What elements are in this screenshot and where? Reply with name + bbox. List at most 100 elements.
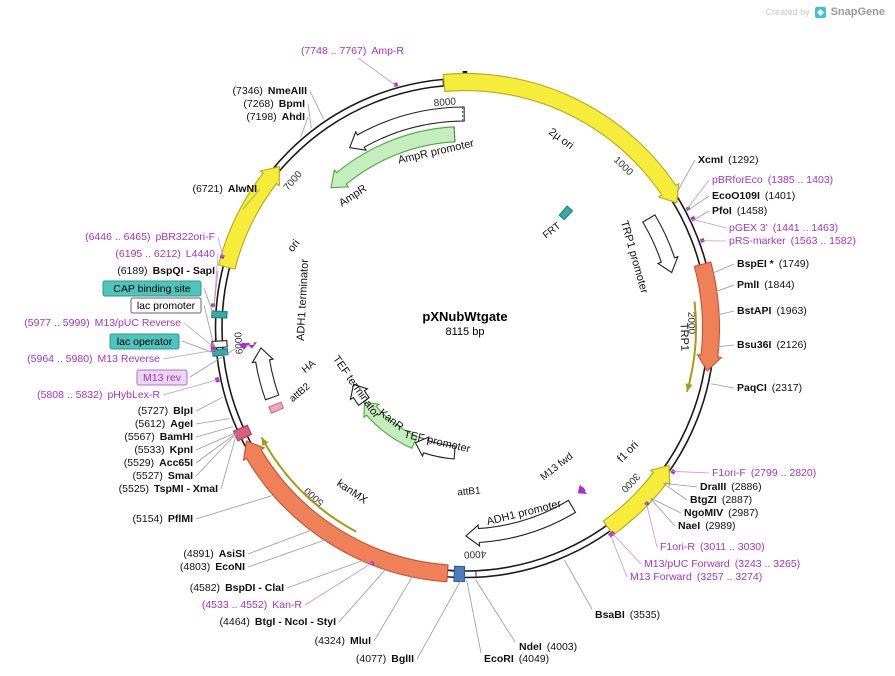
pbrforeco-primer-mark[interactable]: [685, 206, 691, 212]
primer-label-l4440[interactable]: (6195 .. 6212) L4440: [115, 248, 215, 260]
enzyme-label-bsabi[interactable]: BsaBI (3535): [595, 609, 660, 621]
map-label-adh1-terminator[interactable]: ADH1 terminator: [295, 258, 311, 341]
f1-ori-feature[interactable]: [602, 464, 671, 536]
enzyme-label-smai[interactable]: (5527) SmaI: [133, 470, 194, 482]
primer-label-kan-r[interactable]: (4533 .. 4552) Kan-R: [202, 599, 303, 611]
enzyme-label-paqci[interactable]: PaqCI (2317): [737, 382, 802, 394]
primer-label-pgex-3[interactable]: pGEX 3' (1441 .. 1463): [729, 222, 838, 234]
m13-fwd-feature[interactable]: [577, 484, 587, 494]
map-label-attb2[interactable]: attB2: [288, 381, 313, 405]
map-label-kanmx[interactable]: kanMX: [334, 477, 370, 506]
enzyme-label-naei[interactable]: NaeI (2989): [678, 520, 736, 532]
enzyme-label-ecoo109i[interactable]: EcoO109I (1401): [712, 190, 795, 202]
map-label-frt[interactable]: FRT: [541, 221, 563, 242]
tef-terminator-feature[interactable]: [349, 383, 370, 407]
lac-promoter-leader-line: [203, 304, 214, 345]
trp1-promoter-feature[interactable]: [642, 214, 679, 274]
m13-reverse-mark-feature[interactable]: [246, 342, 257, 349]
adh1-promoter-feature[interactable]: [465, 499, 577, 548]
enzyme-label-btgi-ncoi-styi[interactable]: (4464) BtgI - NcoI - StyI: [220, 616, 337, 628]
primer-label-pbrforeco[interactable]: pBRforEco (1385 .. 1403): [712, 174, 833, 186]
enzyme-label-ngomiv[interactable]: NgoMIV (2987): [684, 507, 758, 519]
adh1-terminator-feature[interactable]: [251, 347, 280, 401]
enzyme-label-bspei[interactable]: BspEI * (1749): [737, 258, 809, 270]
primer-label-prs-marker[interactable]: pRS-marker (1563 .. 1582): [729, 235, 856, 247]
enzyme-label-acc65i[interactable]: (5529) Acc65I: [124, 457, 193, 469]
enzyme-label-asisi[interactable]: (4891) AsiSI: [183, 548, 245, 560]
enzyme-label-draiii[interactable]: DraIII (2886): [700, 481, 762, 493]
btgzi-leader-line: [663, 483, 688, 501]
enzyme-label-bpmi[interactable]: (7268) BpmI: [243, 98, 305, 110]
2-ori-feature[interactable]: [442, 72, 680, 204]
enzyme-label-nmeaiii[interactable]: (7346) NmeAIII: [233, 85, 308, 97]
pbr322ori-f-primer-mark[interactable]: [219, 254, 225, 259]
ampr-feature[interactable]: [330, 126, 456, 189]
ampr-promoter-feature[interactable]: [348, 106, 465, 151]
enzyme-label-ndei[interactable]: NdeI (4003): [519, 641, 577, 653]
kanr-feature[interactable]: [363, 401, 418, 450]
enzyme-label-econi[interactable]: (4803) EcoNI: [180, 561, 245, 573]
enzyme-label-kpni[interactable]: (5533) KpnI: [134, 444, 193, 456]
primer-label-m13-forward[interactable]: M13 Forward (3257 .. 3274): [630, 571, 762, 583]
enzyme-label-bstapi[interactable]: BstAPI (1963): [737, 305, 807, 317]
cap-binding-site-badge[interactable]: [102, 280, 202, 297]
enzyme-label-agei[interactable]: (5612) AgeI: [135, 418, 193, 430]
kanmx-feature[interactable]: [242, 440, 449, 583]
enzyme-label-pfoi[interactable]: PfoI (1458): [712, 205, 767, 217]
lac-operator-feature[interactable]: [211, 348, 229, 357]
amp-r-primer-mark[interactable]: [393, 82, 399, 88]
enzyme-label-ahdi[interactable]: (7198) AhdI: [246, 111, 305, 123]
enzyme-label-pmli[interactable]: PmlI (1844): [737, 279, 795, 291]
m13-puc-reverse-primer-mark[interactable]: [210, 344, 215, 350]
enzyme-label-blpi[interactable]: (5727) BlpI: [138, 405, 193, 417]
primer-label-pbr322ori-f[interactable]: (6446 .. 6465) pBR322ori-F: [85, 231, 215, 243]
map-label-m13-fwd[interactable]: M13 fwd: [539, 451, 576, 483]
frt-feature[interactable]: [558, 205, 574, 221]
map-label-f1-ori[interactable]: f1 ori: [615, 439, 641, 465]
tef-promoter-feature[interactable]: [414, 436, 456, 460]
enzyme-label-btgzi[interactable]: BtgZI (2887): [690, 494, 752, 506]
m13-rev-mark-feature[interactable]: [238, 342, 249, 350]
ha-feature[interactable]: [268, 401, 285, 415]
primer-label-m13-reverse[interactable]: (5964 .. 5980) M13 Reverse: [27, 353, 160, 365]
enzyme-label-ecori[interactable]: EcoRI (4049): [484, 653, 549, 665]
primer-label-f1ori-r[interactable]: F1ori-R (3011 .. 3030): [660, 541, 765, 553]
map-label-ha[interactable]: HA: [300, 358, 318, 376]
enzyme-label-tspmi-xmai[interactable]: (5525) TspMI - XmaI: [119, 483, 218, 495]
enzyme-label-pflmi[interactable]: (5154) PflMI: [133, 513, 194, 525]
kan-r-primer-mark[interactable]: [369, 560, 375, 566]
primer-label-m13-puc-forward[interactable]: M13/pUC Forward (3243 .. 3265): [644, 558, 800, 570]
enzyme-label-bglii[interactable]: (4077) BglII: [356, 653, 414, 665]
map-label-attb1[interactable]: attB1: [457, 485, 482, 498]
map-label-trp1[interactable]: TRP1: [678, 323, 691, 352]
f1ori-f-primer-mark[interactable]: [670, 469, 676, 475]
map-label-tef-terminator[interactable]: TEF terminator: [330, 354, 382, 421]
ecoo109i-leader-line: [687, 195, 710, 211]
lac-operator-badge[interactable]: [109, 333, 180, 350]
lac-promoter-badge[interactable]: [130, 297, 202, 314]
enzyme-label-bamhi[interactable]: (5567) BamHI: [124, 431, 193, 443]
bspqi-sapi-leader-line: [213, 270, 219, 309]
map-label-trp1-promoter[interactable]: TRP1 promoter: [618, 219, 650, 295]
m13-rev-badge[interactable]: [136, 369, 188, 386]
f1ori-r-primer-mark[interactable]: [644, 501, 650, 507]
map-label-2-ori[interactable]: 2µ ori: [546, 126, 576, 152]
trp1-feature[interactable]: [693, 261, 723, 372]
primer-label-f1ori-f[interactable]: F1ori-F (2799 .. 2820): [712, 467, 816, 479]
enzyme-label-alwni[interactable]: (6721) AlwNI: [192, 183, 257, 195]
cap-binding-site-feature[interactable]: [211, 310, 228, 319]
enzyme-label-xcmi[interactable]: XcmI (1292): [698, 154, 758, 166]
primer-label-m13-puc-reverse[interactable]: (5977 .. 5999) M13/pUC Reverse: [24, 317, 181, 329]
enzyme-label-bspqi-sapi[interactable]: (6189) BspQI - SapI: [117, 265, 215, 277]
watermark: Created by SnapGene: [766, 6, 885, 18]
enzyme-label-bspdi-clai[interactable]: (4582) BspDI - ClaI: [190, 582, 284, 594]
ori-feature[interactable]: [217, 166, 280, 270]
primer-label-amp-r[interactable]: (7748 .. 7767) Amp-R: [301, 45, 404, 57]
enzyme-label-mlui[interactable]: (4324) MluI: [315, 635, 371, 647]
watermark-prefix: Created by: [765, 7, 810, 17]
map-label-ori[interactable]: ori: [286, 237, 303, 254]
attb2-feature[interactable]: [232, 424, 253, 442]
primer-label-phyblex-r[interactable]: (5808 .. 5832) pHybLex-R: [37, 389, 160, 401]
enzyme-label-bsu36i[interactable]: Bsu36I (2126): [737, 339, 807, 351]
attb1-feature[interactable]: [453, 565, 466, 583]
